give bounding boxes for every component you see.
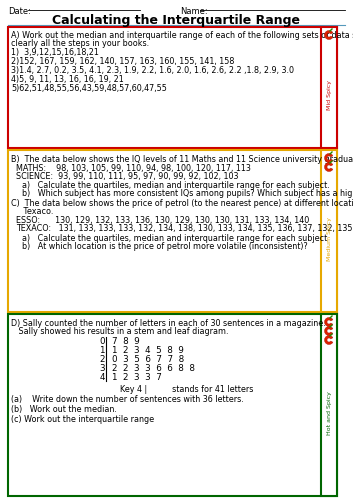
Text: Key 4 |          stands for 41 letters: Key 4 | stands for 41 letters: [120, 385, 253, 394]
Text: 4: 4: [100, 373, 105, 382]
Text: 1)  3,9,12,15,16,18,21: 1) 3,9,12,15,16,18,21: [11, 48, 99, 57]
Bar: [321, 27, 337, 148]
Text: Date:: Date:: [8, 7, 31, 16]
Text: 2  2  3  3  6  6  8  8: 2 2 3 3 6 6 8 8: [112, 364, 195, 373]
Text: 0  3  5  6  7  7  8: 0 3 5 6 7 7 8: [112, 355, 184, 364]
Text: Calculating the Interquartile Range: Calculating the Interquartile Range: [52, 14, 300, 27]
Bar: [321, 314, 337, 496]
Text: A) Work out the median and interquartile range of each of the following sets of : A) Work out the median and interquartile…: [11, 31, 353, 40]
Text: C)  The data below shows the price of petrol (to the nearest pence) at different: C) The data below shows the price of pet…: [11, 199, 353, 208]
Wedge shape: [324, 162, 333, 172]
Text: b)   Which subject has more consistent IQs among pupils? Which subject has a hig: b) Which subject has more consistent IQs…: [22, 189, 353, 198]
Text: Mid Spicy: Mid Spicy: [327, 80, 331, 110]
Wedge shape: [324, 154, 333, 162]
Wedge shape: [324, 326, 333, 336]
Text: 5)62,51,48,55,56,43,59,48,57,60,47,55: 5)62,51,48,55,56,43,59,48,57,60,47,55: [11, 84, 167, 93]
Text: 2: 2: [100, 355, 105, 364]
Text: Hot and Spicy: Hot and Spicy: [327, 391, 331, 435]
Text: D) Sally counted the number of letters in each of 30 sentences in a magazine.: D) Sally counted the number of letters i…: [11, 319, 326, 328]
Text: (b)   Work out the median.: (b) Work out the median.: [11, 405, 117, 414]
Text: (a)    Write down the number of sentences with 36 letters.: (a) Write down the number of sentences w…: [11, 395, 244, 404]
Text: Texaco.: Texaco.: [11, 207, 53, 216]
Text: 3: 3: [100, 364, 105, 373]
Text: b)   At which location is the price of petrol more volatile (inconsistent)?: b) At which location is the price of pet…: [22, 242, 308, 251]
Text: 1: 1: [100, 346, 105, 355]
Text: a)   Calculate the quartiles, median and interquartile range for each subject: a) Calculate the quartiles, median and i…: [22, 234, 327, 243]
Text: MATHS:    98, 103, 105, 99, 110, 94, 98, 100, 120, 117, 113: MATHS: 98, 103, 105, 99, 110, 94, 98, 10…: [16, 164, 251, 173]
Text: clearly all the steps in your books.: clearly all the steps in your books.: [11, 39, 149, 48]
Text: (c) Work out the interquartile range: (c) Work out the interquartile range: [11, 415, 154, 424]
Text: B)  The data below shows the IQ levels of 11 Maths and 11 Science university gra: B) The data below shows the IQ levels of…: [11, 155, 353, 164]
Wedge shape: [324, 30, 333, 40]
Text: 0: 0: [100, 337, 105, 346]
Wedge shape: [324, 336, 333, 344]
Text: 3)1.4, 2.7, 0.2, 3.5, 4.1, 2.3, 1.9, 2.2, 1.6, 2.0, 1.6, 2.6, 2.2 ,1.8, 2.9, 3.0: 3)1.4, 2.7, 0.2, 3.5, 4.1, 2.3, 1.9, 2.2…: [11, 66, 294, 75]
Wedge shape: [324, 318, 333, 326]
Bar: [8, 27, 337, 148]
Text: 1  2  3  4  5  8  9: 1 2 3 4 5 8 9: [112, 346, 184, 355]
Text: 7  8  9: 7 8 9: [112, 337, 140, 346]
Text: TEXACO:   131, 133, 133, 133, 132, 134, 138, 130, 133, 134, 135, 136, 137, 132, : TEXACO: 131, 133, 133, 133, 132, 134, 13…: [16, 224, 353, 233]
Bar: [321, 150, 337, 312]
Text: 4)5, 9, 11, 13, 16, 16, 19, 21: 4)5, 9, 11, 13, 16, 16, 19, 21: [11, 75, 124, 84]
Text: a)   Calculate the quartiles, median and interquartile range for each subject.: a) Calculate the quartiles, median and i…: [22, 181, 330, 190]
Text: Name:: Name:: [180, 7, 208, 16]
Text: ESSO:      130, 129, 132, 133, 136, 130, 129, 130, 130, 131, 133, 134, 140: ESSO: 130, 129, 132, 133, 136, 130, 129,…: [16, 216, 309, 225]
Bar: [8, 150, 337, 312]
Text: 2)152, 167, 159, 162, 140, 157, 163, 160, 155, 141, 158: 2)152, 167, 159, 162, 140, 157, 163, 160…: [11, 57, 234, 66]
Bar: [8, 314, 337, 496]
Text: 1  2  3  3  7: 1 2 3 3 7: [112, 373, 162, 382]
Text: Sally showed his results in a stem and leaf diagram.: Sally showed his results in a stem and l…: [11, 327, 228, 336]
Text: Medium Spicy: Medium Spicy: [327, 217, 331, 261]
Text: SCIENCE:  93, 99, 110, 111, 95, 97, 90, 99, 92, 102, 103: SCIENCE: 93, 99, 110, 111, 95, 97, 90, 9…: [16, 172, 239, 181]
